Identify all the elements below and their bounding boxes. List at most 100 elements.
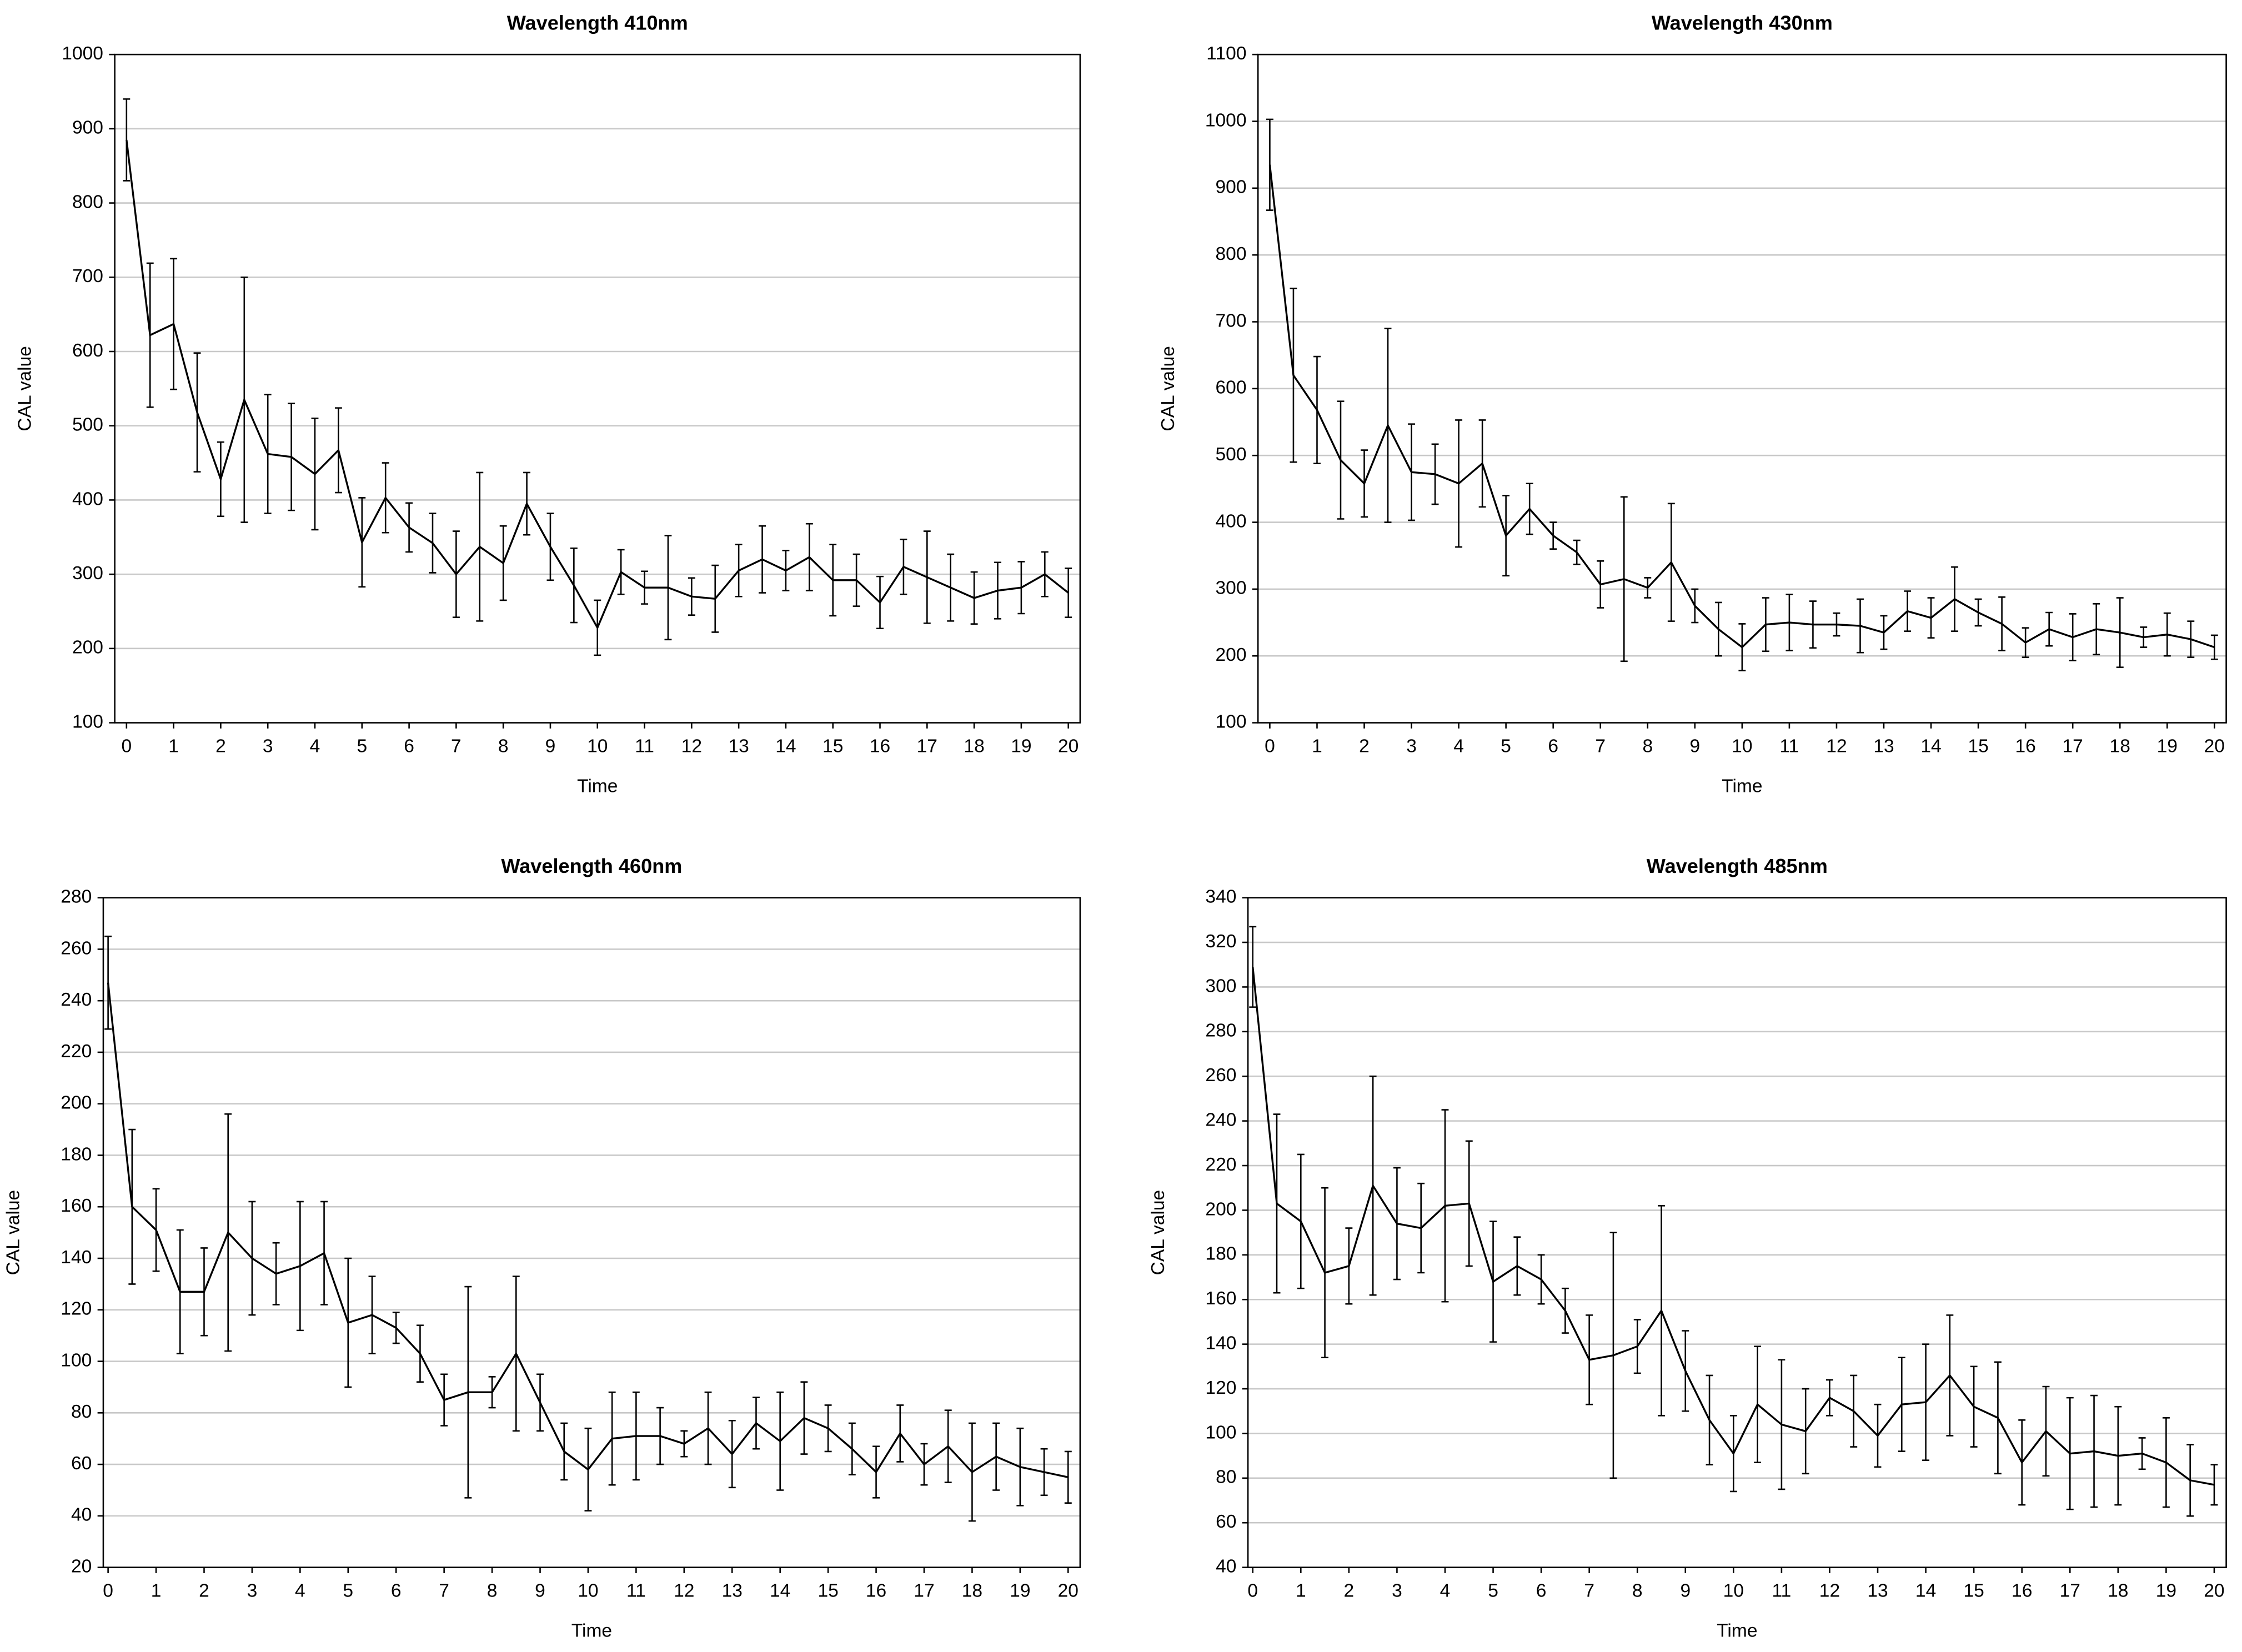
x-tick-label: 9 — [535, 1580, 545, 1601]
error-bar — [1620, 496, 1628, 662]
error-bar — [296, 1201, 304, 1332]
x-axis-label: Time — [571, 1621, 612, 1641]
y-tick-label: 100 — [1205, 1422, 1236, 1443]
error-bar — [1489, 1221, 1497, 1343]
x-tick-label: 13 — [728, 736, 749, 756]
error-bar — [1040, 1448, 1048, 1497]
error-bar — [1431, 443, 1439, 505]
error-bar — [1393, 1167, 1401, 1281]
error-bar — [776, 1391, 784, 1491]
error-bar — [146, 262, 154, 408]
x-tick-label: 0 — [1265, 736, 1275, 756]
x-tick-label: 9 — [1689, 736, 1700, 756]
error-bar — [1465, 1140, 1473, 1267]
error-bar — [488, 1376, 496, 1409]
x-tick-label: 3 — [247, 1580, 258, 1601]
error-bar — [759, 525, 766, 594]
error-bar — [594, 599, 601, 656]
error-bar — [1478, 419, 1486, 508]
y-tick-label: 300 — [72, 563, 103, 584]
error-bar — [288, 403, 295, 511]
error-bar — [920, 1443, 928, 1486]
y-tick-label: 60 — [71, 1453, 92, 1474]
error-bar — [1586, 1314, 1593, 1405]
chart-title: Wavelength 410nm — [507, 11, 688, 34]
x-tick-label: 7 — [451, 736, 462, 756]
x-tick-label: 16 — [2012, 1580, 2032, 1601]
error-bar — [735, 544, 743, 597]
error-bar — [1809, 600, 1817, 649]
error-bar — [782, 550, 790, 591]
error-bar — [560, 1422, 568, 1481]
chart-title: Wavelength 460nm — [501, 855, 682, 877]
error-bar — [1998, 596, 2006, 651]
x-tick-label: 13 — [1873, 736, 1894, 756]
error-bar — [1880, 615, 1888, 650]
error-bar — [1597, 560, 1604, 609]
error-bar — [1754, 1345, 1762, 1463]
x-tick-label: 0 — [121, 736, 132, 756]
y-tick-label: 900 — [1215, 177, 1246, 198]
error-bar — [584, 1427, 592, 1512]
error-bar — [392, 1312, 400, 1344]
error-bar — [848, 1422, 856, 1475]
error-bar — [2138, 1437, 2146, 1470]
error-bar — [1898, 1357, 1905, 1452]
error-bar — [1974, 598, 1982, 627]
x-tick-label: 16 — [2015, 736, 2035, 756]
y-tick-label: 600 — [1215, 378, 1246, 398]
y-axis-label: CAL value — [3, 1190, 24, 1276]
y-tick-label: 280 — [61, 886, 92, 907]
error-bar — [1762, 597, 1769, 652]
error-bar — [923, 530, 931, 624]
x-tick-label: 2 — [1359, 736, 1370, 756]
y-tick-label: 60 — [1216, 1512, 1236, 1532]
error-bar — [2018, 1419, 2026, 1506]
error-bar — [1833, 612, 1840, 637]
error-bar — [1682, 1330, 1689, 1412]
y-tick-label: 120 — [1205, 1378, 1236, 1398]
y-tick-label: 40 — [71, 1505, 92, 1525]
x-tick-label: 2 — [215, 736, 226, 756]
y-tick-label: 100 — [72, 711, 103, 732]
error-bar — [320, 1201, 328, 1305]
y-tick-label: 320 — [1205, 931, 1236, 952]
x-tick-label: 5 — [1501, 736, 1511, 756]
error-bar — [1609, 1232, 1617, 1479]
error-bar — [1017, 561, 1025, 615]
error-bar — [2162, 1417, 2170, 1508]
error-bar — [546, 513, 554, 581]
x-tick-label: 7 — [439, 1580, 449, 1601]
x-tick-label: 5 — [343, 1580, 353, 1601]
error-bar — [128, 1128, 136, 1285]
x-tick-label: 11 — [635, 736, 654, 756]
error-bar — [1706, 1374, 1713, 1465]
error-bar — [1313, 355, 1321, 464]
error-bar — [1904, 590, 1911, 632]
error-bar — [1802, 1388, 1809, 1475]
error-bar — [264, 394, 272, 514]
error-bar — [1714, 601, 1722, 657]
x-tick-label: 6 — [391, 1580, 402, 1601]
x-tick-label: 6 — [1548, 736, 1558, 756]
x-tick-label: 10 — [587, 736, 608, 756]
error-bar — [805, 523, 813, 591]
y-tick-label: 220 — [1205, 1154, 1236, 1175]
error-bar — [1384, 328, 1392, 523]
error-bar — [876, 575, 884, 630]
x-tick-label: 14 — [775, 736, 796, 756]
error-bar — [2022, 627, 2029, 658]
x-tick-label: 8 — [487, 1580, 498, 1601]
x-tick-label: 4 — [310, 736, 320, 756]
error-bar — [829, 544, 837, 617]
x-tick-label: 12 — [1826, 736, 1847, 756]
error-bar — [1016, 1427, 1024, 1507]
y-tick-label: 900 — [72, 118, 103, 138]
error-bar — [1729, 1414, 1737, 1493]
y-tick-label: 400 — [72, 489, 103, 509]
error-bar — [2116, 597, 2124, 668]
chart-title: Wavelength 430nm — [1652, 11, 1833, 34]
x-tick-label: 17 — [914, 1580, 934, 1601]
